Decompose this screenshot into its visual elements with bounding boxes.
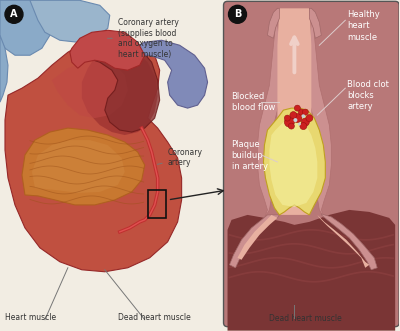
Text: Coronary
artery: Coronary artery xyxy=(157,148,203,167)
Polygon shape xyxy=(130,40,208,108)
Polygon shape xyxy=(85,35,160,132)
Text: Blocked
blood flow: Blocked blood flow xyxy=(232,92,275,112)
Text: Blood clot
blocks
artery: Blood clot blocks artery xyxy=(347,80,389,111)
Polygon shape xyxy=(30,0,110,42)
Circle shape xyxy=(228,5,246,23)
FancyBboxPatch shape xyxy=(224,1,399,327)
Circle shape xyxy=(298,109,304,115)
Polygon shape xyxy=(22,128,145,205)
Text: Coronary artery
(supplies blood
and oxygen to
heart muscle): Coronary artery (supplies blood and oxyg… xyxy=(108,18,179,59)
Polygon shape xyxy=(317,215,369,268)
Polygon shape xyxy=(228,210,395,331)
Text: Healthy
heart
muscle: Healthy heart muscle xyxy=(347,10,380,41)
Text: Dead heart muscle: Dead heart muscle xyxy=(270,314,342,323)
Polygon shape xyxy=(321,214,377,270)
Polygon shape xyxy=(268,8,280,38)
Text: A: A xyxy=(10,9,18,19)
Circle shape xyxy=(306,115,313,121)
Circle shape xyxy=(290,112,297,118)
Circle shape xyxy=(302,109,308,115)
Circle shape xyxy=(293,114,302,122)
Polygon shape xyxy=(52,60,128,118)
Text: Plaque
buildup
in artery: Plaque buildup in artery xyxy=(232,140,268,171)
Bar xyxy=(148,190,166,218)
Circle shape xyxy=(301,118,309,126)
Polygon shape xyxy=(32,140,125,193)
Circle shape xyxy=(302,114,305,118)
Polygon shape xyxy=(5,38,182,272)
Circle shape xyxy=(288,123,294,129)
Polygon shape xyxy=(0,35,8,102)
Circle shape xyxy=(298,122,301,125)
Text: Heart muscle: Heart muscle xyxy=(5,313,56,322)
Polygon shape xyxy=(258,8,282,218)
Text: Dead heart muscle: Dead heart muscle xyxy=(118,313,190,322)
Polygon shape xyxy=(270,120,317,207)
Polygon shape xyxy=(70,30,145,70)
Polygon shape xyxy=(264,108,325,215)
Circle shape xyxy=(294,105,300,111)
Circle shape xyxy=(284,117,294,127)
Polygon shape xyxy=(309,8,321,38)
Polygon shape xyxy=(278,8,311,215)
Polygon shape xyxy=(307,8,331,218)
Polygon shape xyxy=(82,46,158,135)
Polygon shape xyxy=(0,0,52,55)
Circle shape xyxy=(5,5,23,23)
Bar xyxy=(0,0,222,331)
Polygon shape xyxy=(230,215,280,268)
Polygon shape xyxy=(238,215,278,260)
Circle shape xyxy=(300,122,307,129)
Circle shape xyxy=(293,118,297,122)
Text: B: B xyxy=(234,9,241,19)
Circle shape xyxy=(284,115,290,121)
